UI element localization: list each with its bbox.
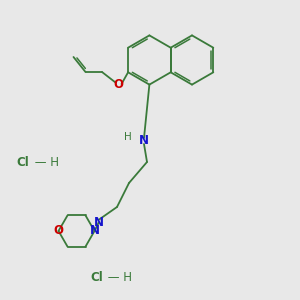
Text: — H: — H [104, 271, 132, 284]
Text: — H: — H [31, 155, 59, 169]
Text: O: O [53, 224, 64, 238]
Text: N: N [94, 215, 104, 229]
Text: N: N [89, 224, 100, 238]
Text: O: O [113, 77, 124, 91]
Text: Cl: Cl [16, 155, 29, 169]
Text: N: N [139, 134, 149, 148]
Text: H: H [124, 131, 131, 142]
Text: Cl: Cl [90, 271, 103, 284]
